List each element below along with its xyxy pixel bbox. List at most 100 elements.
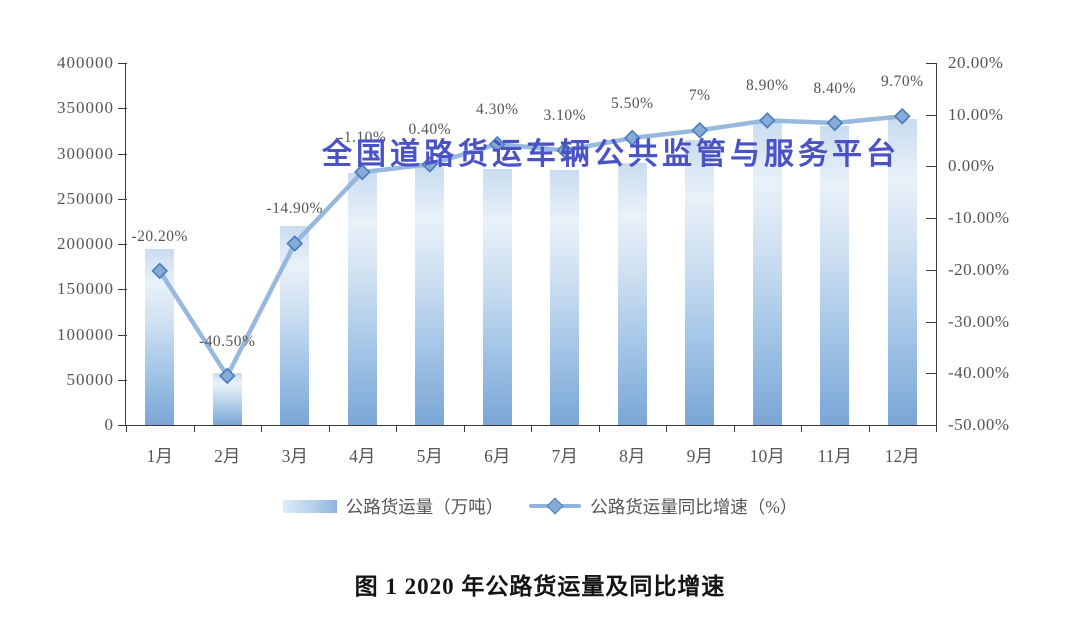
growth-data-label: 9.70% bbox=[880, 73, 924, 91]
right-axis-tick-mark bbox=[926, 425, 937, 426]
growth-rate-line bbox=[151, 107, 911, 385]
x-axis-tick-mark bbox=[396, 425, 397, 432]
left-axis-tick-mark bbox=[118, 198, 127, 200]
left-axis-tick-label: 150000 bbox=[57, 279, 114, 299]
growth-data-label: 4.30% bbox=[475, 101, 519, 119]
freight-volume-bar bbox=[482, 168, 512, 425]
chart-legend: 公路货运量（万吨） 公路货运量同比增速（%） bbox=[0, 493, 1080, 519]
x-axis-label: 3月 bbox=[281, 446, 308, 466]
x-axis-label: 1月 bbox=[146, 446, 173, 466]
left-axis-tick-mark bbox=[118, 334, 127, 336]
right-axis-tick-label: 10.00% bbox=[948, 104, 1004, 124]
x-axis-tick-mark bbox=[261, 425, 262, 432]
left-axis-tick-mark bbox=[118, 108, 127, 110]
growth-data-label: 0.40% bbox=[408, 121, 452, 139]
left-axis-tick-mark bbox=[118, 153, 127, 155]
x-axis-label: 9月 bbox=[686, 446, 713, 466]
diamond-marker bbox=[218, 367, 236, 385]
x-axis-tick-mark bbox=[328, 425, 330, 432]
x-axis-tick-mark bbox=[531, 425, 532, 432]
x-axis-tick-mark bbox=[463, 425, 465, 432]
left-axis-tick-label: 0 bbox=[104, 415, 114, 434]
right-axis-tick-label: -30.00% bbox=[948, 311, 1010, 331]
figure-caption: 图 1 2020 年公路货运量及同比增速 bbox=[354, 574, 726, 599]
diamond-marker bbox=[488, 135, 506, 153]
left-axis-tick-label: 100000 bbox=[57, 324, 114, 344]
freight-volume-bar bbox=[685, 139, 715, 425]
left-axis-tick-label: 300000 bbox=[57, 143, 114, 163]
diamond-marker bbox=[353, 163, 371, 181]
diamond-marker bbox=[893, 107, 911, 125]
x-axis-tick-mark bbox=[598, 425, 600, 432]
x-axis-label: 11月 bbox=[817, 446, 852, 466]
growth-data-label: 7% bbox=[688, 87, 711, 105]
freight-volume-bar bbox=[617, 162, 647, 425]
diamond-marker bbox=[758, 112, 776, 129]
x-axis-label: 5月 bbox=[416, 446, 443, 466]
x-axis-label: 12月 bbox=[884, 446, 920, 466]
x-axis-label: 10月 bbox=[749, 446, 785, 466]
diamond-marker bbox=[691, 121, 709, 139]
left-axis-tick-label: 200000 bbox=[57, 234, 114, 253]
right-axis-tick-label: -40.00% bbox=[948, 363, 1010, 383]
left-axis-tick-label: 50000 bbox=[66, 369, 114, 389]
right-axis-tick-mark bbox=[926, 114, 937, 116]
legend-item-line: 公路货运量同比增速（%） bbox=[529, 494, 797, 519]
x-axis-label: 7月 bbox=[551, 446, 578, 466]
freight-volume-bar bbox=[820, 126, 850, 425]
right-axis-tick-mark bbox=[926, 321, 937, 323]
x-axis-label: 6月 bbox=[484, 446, 511, 466]
diamond-marker bbox=[286, 235, 304, 252]
plot-area: -20.20% -40.50% -14.90% -1.10% 0.40% 4.30% 3.1… bbox=[57, 53, 1009, 466]
diamond-marker bbox=[556, 142, 574, 159]
growth-data-label: -14.90% bbox=[266, 200, 323, 218]
growth-data-label: 5.50% bbox=[610, 94, 654, 112]
left-axis-tick-mark bbox=[118, 379, 127, 381]
growth-data-label: 3.10% bbox=[543, 107, 587, 125]
watermark-text: 全国道路货运车辆公共监管与服务平台 bbox=[322, 138, 900, 171]
x-axis-tick-mark bbox=[126, 425, 127, 432]
growth-line-path bbox=[157, 114, 903, 381]
growth-data-label: -20.20% bbox=[131, 227, 188, 245]
x-axis-label: 4月 bbox=[349, 446, 376, 466]
freight-volume-bar bbox=[415, 167, 445, 425]
x-axis-tick-mark bbox=[801, 425, 802, 432]
right-axis-tick-mark bbox=[926, 373, 937, 375]
diamond-marker bbox=[421, 156, 439, 173]
legend-label: 公路货运量（万吨） bbox=[345, 496, 504, 517]
right-axis-tick-mark bbox=[926, 166, 937, 168]
growth-data-label: 8.40% bbox=[813, 79, 857, 97]
right-axis-tick-mark bbox=[926, 269, 937, 271]
legend-diamond-icon bbox=[546, 497, 564, 515]
left-axis-tick-mark bbox=[118, 289, 127, 291]
x-axis-label: 8月 bbox=[619, 446, 646, 466]
left-axis-tick-mark bbox=[118, 244, 127, 245]
freight-volume-bar bbox=[347, 173, 377, 425]
legend-line-swatch bbox=[529, 497, 582, 515]
x-axis-label: 2月 bbox=[214, 446, 241, 466]
right-axis-tick-label: 20.00% bbox=[948, 53, 1004, 72]
legend-bar-swatch bbox=[282, 499, 337, 513]
diamond-marker bbox=[826, 114, 844, 132]
x-axis-tick-mark bbox=[868, 425, 870, 432]
right-axis-tick-mark bbox=[926, 218, 937, 220]
right-axis-tick-mark bbox=[926, 63, 937, 64]
left-axis-tick-label: 400000 bbox=[57, 53, 114, 72]
legend-item-bar: 公路货运量（万吨） bbox=[282, 494, 504, 519]
freight-volume-bar bbox=[550, 169, 580, 425]
x-axis-tick-mark bbox=[733, 425, 735, 432]
freight-volume-bar bbox=[752, 121, 782, 425]
left-axis-tick-mark bbox=[118, 425, 127, 426]
growth-data-label: -40.50% bbox=[199, 332, 256, 350]
right-axis-tick-label: -50.00% bbox=[948, 415, 1010, 434]
x-axis-tick-mark bbox=[936, 425, 937, 432]
diamond-marker bbox=[151, 262, 169, 280]
growth-data-label: 8.90% bbox=[745, 77, 789, 95]
growth-data-label: -1.10% bbox=[338, 129, 387, 147]
diamond-marker bbox=[623, 129, 641, 147]
x-axis-tick-mark bbox=[193, 425, 195, 432]
right-axis-tick-label: 0.00% bbox=[948, 156, 995, 176]
right-axis-tick-label: -10.00% bbox=[948, 208, 1010, 228]
left-axis-tick-label: 250000 bbox=[57, 188, 114, 208]
